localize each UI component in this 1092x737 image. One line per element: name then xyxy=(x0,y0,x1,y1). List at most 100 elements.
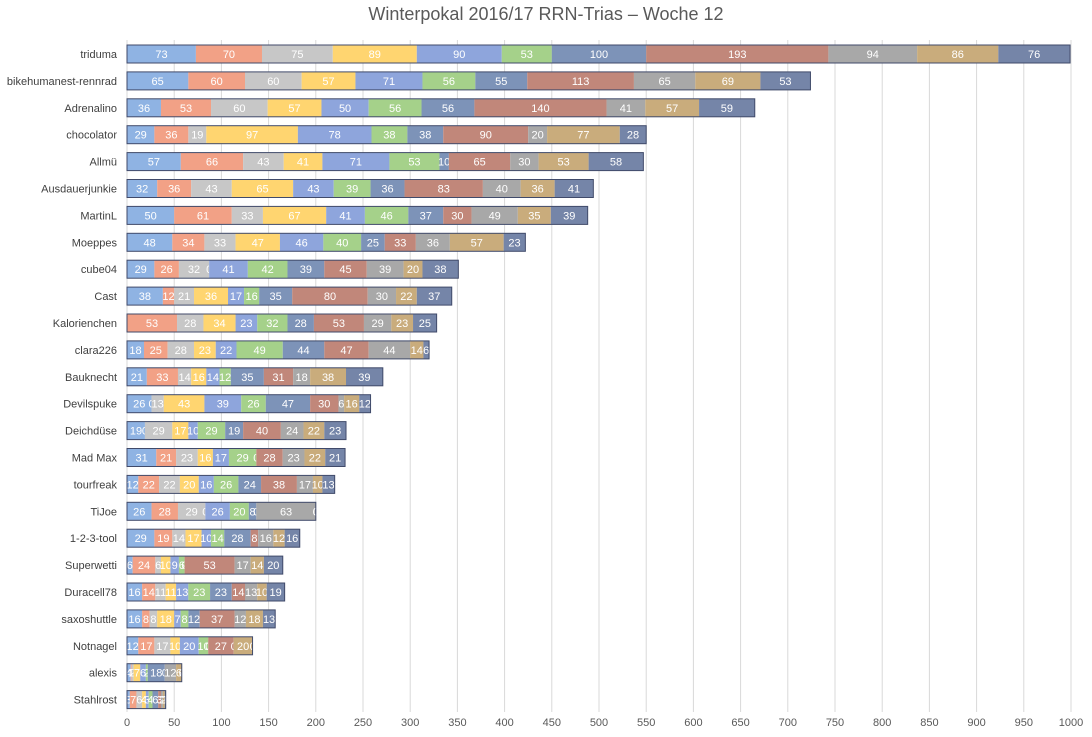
bar-segment xyxy=(384,233,416,252)
segment-value-label: 16 xyxy=(128,614,140,626)
segment-value-label: 12 xyxy=(359,399,371,411)
segment-value-label: 36 xyxy=(532,184,544,196)
segment-value-label: 32 xyxy=(266,318,278,330)
bar-segment xyxy=(127,287,163,306)
bar-segment xyxy=(917,45,999,63)
category-label: cube04 xyxy=(81,264,117,276)
segment-value-label: 21 xyxy=(160,453,172,465)
segment-value-label: 65 xyxy=(658,76,670,88)
bar-segment xyxy=(312,475,323,494)
segment-value-label: 18 xyxy=(129,345,141,357)
segment-value-label: 12 xyxy=(164,668,176,680)
bar-segment xyxy=(206,367,220,386)
segment-value-label: 75 xyxy=(291,49,303,61)
bar-segment xyxy=(238,475,262,494)
bar-segment xyxy=(231,583,245,601)
segment-value-label: 43 xyxy=(307,184,319,196)
bar-segment xyxy=(421,98,475,117)
bar-segment xyxy=(293,179,334,198)
segment-value-label: 8 xyxy=(251,533,257,545)
bar-segment xyxy=(422,71,476,90)
bar-segment xyxy=(160,690,163,709)
bar-segment xyxy=(127,663,131,682)
segment-value-label: 14 xyxy=(143,587,155,599)
x-tick-label: 400 xyxy=(495,717,513,729)
segment-value-label: 65 xyxy=(152,76,164,88)
bar-outline xyxy=(126,340,430,360)
segment-value-label: 4 xyxy=(126,668,132,680)
segment-value-label: 40 xyxy=(256,426,268,438)
segment-value-label: 25 xyxy=(150,345,162,357)
x-axis-tick-labels: 0 50 100 150 200 250 300 350 400 450 500 550 600 650 7… xyxy=(124,717,1083,729)
bar-segment xyxy=(273,529,285,548)
bar-segment xyxy=(191,367,207,386)
segment-value-label: 10 xyxy=(200,533,212,545)
segment-value-label: 38 xyxy=(322,372,334,384)
segment-value-label: 24 xyxy=(286,426,298,438)
segment-value-label: 26 xyxy=(133,506,145,518)
segment-value-label: 65 xyxy=(473,157,485,169)
x-tick-label: 750 xyxy=(826,717,844,729)
segment-value-label: 17 xyxy=(299,479,311,491)
bar-segment xyxy=(127,179,158,198)
category-label: Superwetti xyxy=(65,560,117,572)
segment-value-label: 49 xyxy=(489,210,501,222)
chart-title: Winterpokal 2016/17 RRN-Trias – Woche 12 xyxy=(368,4,723,24)
segment-value-label: 26 xyxy=(247,399,259,411)
bar-outline xyxy=(126,367,384,387)
bar-segment xyxy=(324,421,347,440)
bar-segment xyxy=(194,340,216,359)
bar-segment xyxy=(415,233,450,252)
bar-segment xyxy=(174,609,181,628)
segment-value-label: 63 xyxy=(280,506,292,518)
segment-value-label: 56 xyxy=(443,76,455,88)
bar-segment xyxy=(501,45,552,63)
segment-value-label: 43 xyxy=(178,399,190,411)
bar-segment xyxy=(301,71,356,90)
segment-value-label: 29 xyxy=(135,130,147,142)
bar-segment xyxy=(212,448,229,467)
segment-value-label: 71 xyxy=(383,76,395,88)
bar-outline xyxy=(126,448,346,467)
segment-value-label: 33 xyxy=(214,237,226,249)
segment-value-label: 50 xyxy=(144,210,156,222)
bar-segment xyxy=(551,45,647,63)
bar-segment xyxy=(210,583,232,601)
segment-value-label: 56 xyxy=(442,103,454,115)
bar-segment xyxy=(263,367,294,386)
segment-value-label: 20 xyxy=(407,264,419,276)
segment-value-label: 38 xyxy=(419,130,431,142)
bar-outline xyxy=(126,636,254,656)
bar-segment xyxy=(346,367,383,386)
segment-value-label: 23 xyxy=(287,453,299,465)
bar-segment xyxy=(188,71,245,90)
segment-value-label: 18 xyxy=(296,372,308,384)
bar-segment xyxy=(250,529,259,548)
segment-value-label: 28 xyxy=(295,318,307,330)
segment-value-label: 33 xyxy=(241,210,253,222)
segment-value-label: 7 xyxy=(134,668,140,680)
bar-segment xyxy=(170,556,179,575)
segment-value-label: 60 xyxy=(267,76,279,88)
bar-segment xyxy=(127,206,175,225)
bar-segment xyxy=(127,125,155,144)
bar-outline xyxy=(126,528,301,548)
bar-segment xyxy=(156,448,177,467)
bar-outline xyxy=(126,555,284,575)
segment-value-label: 17 xyxy=(140,641,152,653)
segment-value-label: 26 xyxy=(161,264,173,276)
segment-value-label: 90 xyxy=(480,130,492,142)
bar-segment xyxy=(127,475,139,494)
segment-value-label: 28 xyxy=(263,453,275,465)
segment-value-label: 97 xyxy=(246,130,258,142)
bar-segment xyxy=(230,367,264,386)
bar-segment xyxy=(403,260,423,279)
segment-value-label: 53 xyxy=(146,318,158,330)
bar-segment xyxy=(241,394,266,413)
bar-segment xyxy=(131,663,134,682)
segment-value-label: 45 xyxy=(339,264,351,276)
bar-segment xyxy=(129,690,137,709)
bar-outline xyxy=(126,421,347,441)
bar-segment xyxy=(204,233,236,252)
category-label: Adrenalino xyxy=(64,103,117,115)
